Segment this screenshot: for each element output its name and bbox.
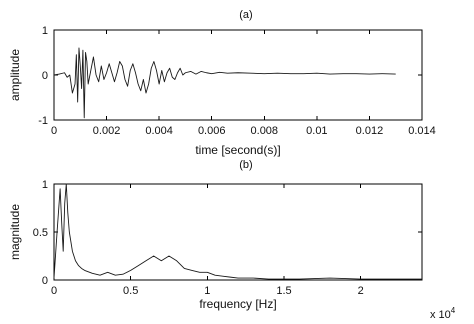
x-tick-label: 0.006 bbox=[198, 125, 226, 137]
x-tick-label: 0.012 bbox=[356, 125, 384, 137]
x-tick-label: 0.004 bbox=[145, 125, 173, 137]
panel-a-x-axis-label: time [second(s)] bbox=[195, 143, 280, 157]
panel-b-y-axis-label: magnitude bbox=[8, 204, 22, 260]
panel-a-title: (a) bbox=[239, 9, 252, 21]
x-tick-label: 2 bbox=[358, 285, 364, 297]
x-tick-label: 0.014 bbox=[408, 125, 436, 137]
y-tick-label: 0.5 bbox=[33, 227, 48, 239]
x-tick-label: 0.008 bbox=[251, 125, 279, 137]
panel-b-x-axis-label: frequency [Hz] bbox=[199, 297, 276, 311]
panel-b-x-ticks: 0 0.5 1 1.5 2 bbox=[51, 184, 364, 297]
panel-b-title: (b) bbox=[239, 159, 252, 171]
panel-b: (b) 0 0.5 1 1.5 2 00.51 frequency [Hz] magni… bbox=[8, 159, 456, 321]
panel-a-x-ticks: 0 0.002 0.004 0.006 0.008 0.01 0.012 0.014 bbox=[51, 30, 436, 137]
x-tick-label: 0.01 bbox=[306, 125, 327, 137]
panel-a: (a) 0 0.002 0.004 0.006 0.008 0.01 0.012 0.014 … bbox=[8, 9, 436, 157]
panel-b-x-multiplier: x 104 bbox=[430, 306, 456, 321]
panel-b-series-line bbox=[53, 183, 422, 280]
x-tick-label: 0 bbox=[51, 285, 57, 297]
x-tick-label: 1.5 bbox=[276, 285, 291, 297]
x-tick-label: 0 bbox=[51, 125, 57, 137]
y-tick-label: 0 bbox=[42, 275, 48, 287]
y-tick-label: 1 bbox=[42, 25, 48, 37]
panel-a-series-line bbox=[53, 47, 396, 119]
x-tick-label: 0.5 bbox=[123, 285, 138, 297]
panel-b-y-ticks: 00.51 bbox=[33, 179, 422, 287]
x-tick-label: 0.002 bbox=[93, 125, 121, 137]
panel-a-y-axis-label: amplitude bbox=[8, 49, 22, 101]
y-tick-label: -1 bbox=[38, 115, 48, 127]
x-tick-label: 1 bbox=[204, 285, 210, 297]
y-tick-label: 0 bbox=[42, 70, 48, 82]
y-tick-label: 1 bbox=[42, 179, 48, 191]
